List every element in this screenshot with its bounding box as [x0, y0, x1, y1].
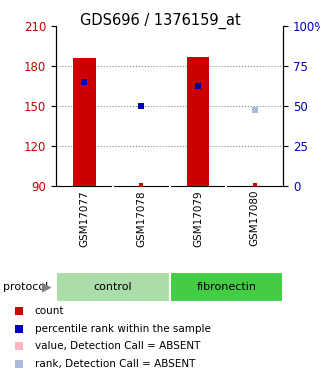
Text: count: count [35, 306, 64, 316]
Bar [187, 57, 209, 186]
Text: GSM17080: GSM17080 [250, 190, 260, 246]
Text: GSM17077: GSM17077 [79, 190, 89, 247]
Text: ▶: ▶ [42, 280, 51, 293]
Text: GSM17079: GSM17079 [193, 190, 203, 247]
Text: GDS696 / 1376159_at: GDS696 / 1376159_at [80, 13, 240, 29]
Bar [56, 272, 170, 302]
Text: rank, Detection Call = ABSENT: rank, Detection Call = ABSENT [35, 359, 195, 369]
Text: value, Detection Call = ABSENT: value, Detection Call = ABSENT [35, 341, 200, 351]
Text: fibronectin: fibronectin [196, 282, 256, 292]
Bar [73, 58, 96, 186]
Text: percentile rank within the sample: percentile rank within the sample [35, 324, 211, 334]
Text: protocol: protocol [3, 282, 48, 292]
Bar [170, 272, 283, 302]
Text: control: control [93, 282, 132, 292]
Text: GSM17078: GSM17078 [136, 190, 146, 247]
